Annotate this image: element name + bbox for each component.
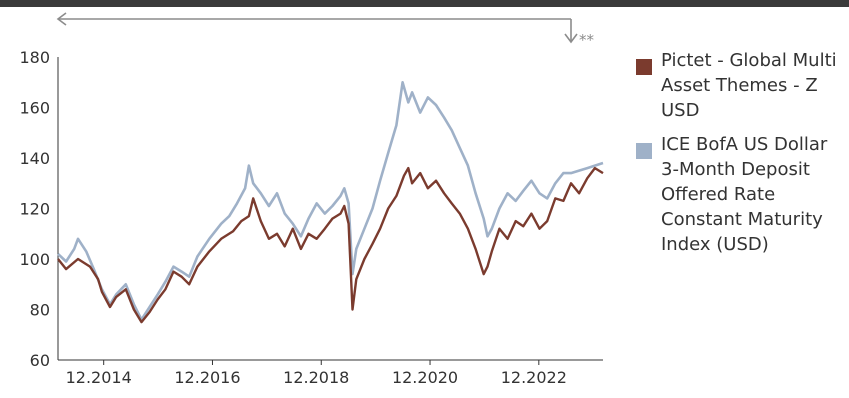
period-arrow-down-head: [564, 33, 578, 44]
x-tick-label: 12.2020: [392, 368, 458, 387]
y-tick-label: 60: [30, 351, 50, 370]
period-arrow: **: [56, 12, 595, 49]
x-tick-label: 12.2018: [283, 368, 349, 387]
x-tick-label: 12.2014: [66, 368, 132, 387]
x-tick-label: 12.2022: [501, 368, 567, 387]
series-group: [57, 81, 604, 324]
legend: Pictet - Global Multi Asset Themes - Z U…: [636, 48, 841, 266]
legend-label-fund: Pictet - Global Multi Asset Themes - Z U…: [661, 50, 837, 121]
y-tick-label: 180: [19, 48, 50, 67]
legend-item-index: ICE BofA US Dollar 3-Month Deposit Offer…: [636, 132, 841, 257]
axes: 60 80 100 120 140 160 180 12.2014 12.2016 12.2018…: [19, 48, 603, 387]
y-tick-label: 100: [19, 250, 50, 269]
y-tick-label: 140: [19, 149, 50, 168]
y-tick-label: 120: [19, 200, 50, 219]
y-tick-label: 80: [30, 301, 50, 320]
period-arrow-marker: **: [579, 31, 595, 49]
period-arrow-left-head: [56, 12, 67, 26]
y-tick-label: 160: [19, 99, 50, 118]
series-line-fund: [57, 166, 604, 324]
series-line-index: [57, 81, 604, 321]
legend-swatch-fund: [636, 59, 652, 75]
x-tick-label: 12.2016: [174, 368, 240, 387]
top-rule: [0, 0, 849, 7]
legend-item-fund: Pictet - Global Multi Asset Themes - Z U…: [636, 48, 841, 123]
legend-label-index: ICE BofA US Dollar 3-Month Deposit Offer…: [661, 134, 828, 255]
legend-swatch-index: [636, 143, 652, 159]
